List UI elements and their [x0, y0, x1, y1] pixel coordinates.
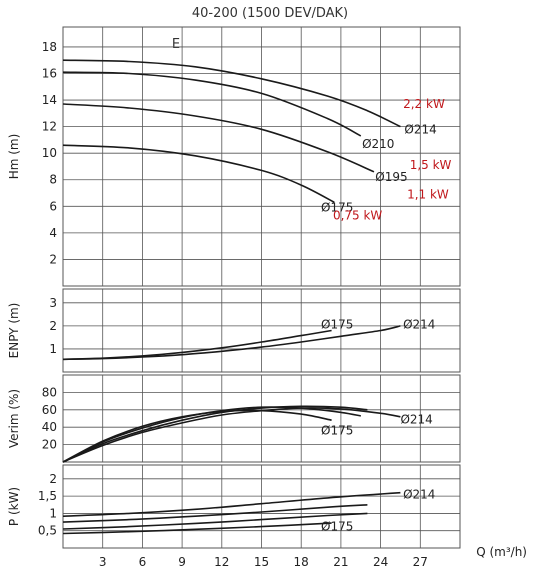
series-label: Ø175 — [321, 318, 353, 332]
panel-0: 2 4 6 8 10 12 14 16 18 Hm (m) Ø214 Ø210 Ø195 Ø175 2,2 … — [7, 26, 461, 287]
y-tick-label: 2 — [49, 472, 57, 486]
y-axis-label: P (kW) — [7, 487, 21, 526]
x-tick-label: 9 — [178, 555, 186, 569]
y-tick-label: 3 — [49, 296, 57, 310]
y-tick-label: 20 — [42, 438, 57, 452]
series-line — [62, 409, 332, 463]
series-label: Ø175 — [321, 424, 353, 438]
chart-title: 40-200 (1500 DEV/DAK) — [192, 6, 348, 21]
y-tick-label: 16 — [42, 66, 57, 80]
y-tick-label: 18 — [42, 40, 57, 54]
power-label: 1,1 kW — [407, 187, 449, 201]
x-tick-label: 3 — [99, 555, 107, 569]
series-label: Ø214 — [403, 487, 435, 501]
y-tick-label: 6 — [49, 199, 57, 213]
y-tick-label: 8 — [49, 173, 57, 187]
series-line — [62, 405, 368, 463]
x-tick-label: 15 — [254, 555, 269, 569]
series-line — [62, 407, 401, 463]
series-line — [62, 103, 375, 173]
x-tick-label: 6 — [139, 555, 147, 569]
y-tick-label: 10 — [42, 146, 57, 160]
panel-1: 1 2 3 ENPY (m) Ø175 Ø214 — [7, 288, 461, 373]
x-tick-label: 12 — [214, 555, 229, 569]
series-line — [62, 71, 362, 137]
y-tick-label: 40 — [42, 420, 57, 434]
power-label: 1,5 kW — [410, 158, 452, 172]
y-tick-label: 2 — [49, 319, 57, 333]
y-tick-label: 4 — [49, 226, 57, 240]
y-tick-label: 0,5 — [38, 524, 57, 538]
power-label: 2,2 kW — [403, 97, 445, 111]
y-tick-label: 80 — [42, 385, 57, 399]
series-line — [62, 144, 335, 204]
x-tick-label: 24 — [373, 555, 388, 569]
series-line — [62, 491, 401, 517]
series-label: Ø214 — [404, 122, 436, 136]
y-axis-label: Verim (%) — [7, 389, 21, 448]
y-tick-label: 1,5 — [38, 489, 57, 503]
y-axis-label: Hm (m) — [7, 134, 21, 180]
y-tick-label: 14 — [42, 93, 57, 107]
power-label: 0,75 kW — [333, 209, 382, 223]
series-line — [62, 504, 368, 523]
series-label: Ø175 — [321, 201, 353, 215]
series-line — [62, 329, 332, 361]
y-axis-label: ENPY (m) — [7, 303, 21, 359]
series-label: Ø210 — [362, 137, 394, 151]
y-tick-label: 1 — [49, 342, 57, 356]
x-tick-label: 21 — [333, 555, 348, 569]
series-line — [62, 512, 368, 530]
y-tick-label: 12 — [42, 120, 57, 134]
y-tick-label: 1 — [49, 506, 57, 520]
x-tick-label: 27 — [413, 555, 428, 569]
series-label: Ø214 — [403, 318, 435, 332]
y-tick-label: 2 — [49, 252, 57, 266]
series-line — [62, 325, 401, 361]
y-tick-label: 60 — [42, 403, 57, 417]
panel-2: 20 40 60 80 Verim (%) Ø214 Ø175 — [7, 374, 461, 463]
series-line — [62, 522, 332, 535]
series-label: Ø175 — [321, 520, 353, 534]
series-line — [62, 406, 361, 463]
series-label: Ø214 — [400, 412, 432, 426]
panel-3: 0,5 1 1,5 2 P (kW) Ø214 Ø175 — [7, 464, 461, 549]
series-line — [62, 59, 401, 128]
x-tick-label: 18 — [294, 555, 309, 569]
series-label: Ø195 — [375, 170, 407, 184]
marker-label: E — [172, 37, 180, 52]
x-axis-label: Q (m³/h) — [476, 545, 527, 559]
